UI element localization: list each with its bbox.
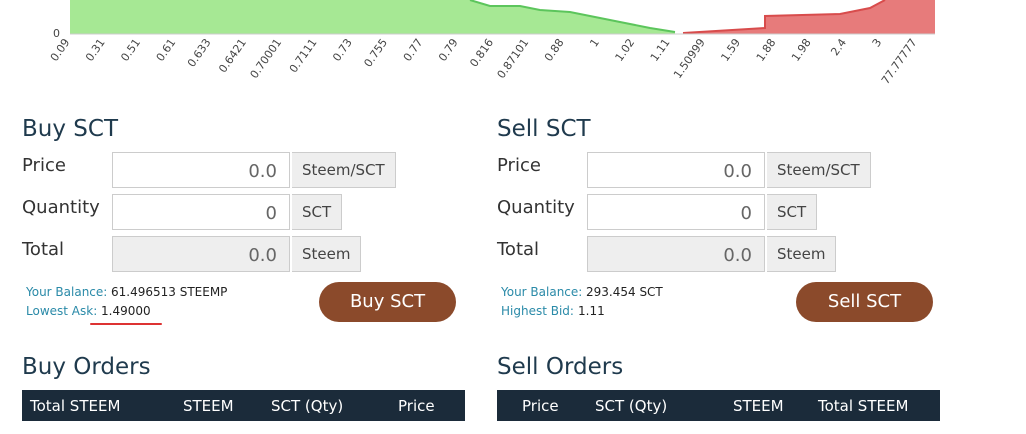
column-header: SCT (Qty) — [595, 397, 668, 415]
field-label: Price — [497, 155, 541, 176]
x-tick-label: 0.73 — [330, 36, 355, 64]
x-tick-label: 1.50999 — [671, 36, 708, 81]
field-label: Quantity — [497, 197, 575, 218]
field-label: Price — [22, 155, 66, 176]
x-tick-label: 1.02 — [613, 36, 638, 64]
form-title: Buy SCT — [22, 116, 118, 142]
input: 0.0 — [587, 236, 765, 272]
x-tick-label: 0.633 — [185, 36, 214, 69]
x-tick-label: 2.4 — [828, 36, 849, 58]
input[interactable]: 0 — [112, 194, 290, 230]
input[interactable]: 0.0 — [112, 152, 290, 188]
x-tick-label: 1.11 — [648, 36, 673, 64]
x-tick-label: 0.79 — [436, 36, 461, 64]
x-tick-label: 0.77 — [401, 36, 426, 64]
submit-button[interactable]: Sell SCT — [796, 282, 933, 322]
x-tick-label: 3 — [870, 36, 885, 49]
x-tick-label: 77.77777 — [879, 36, 920, 86]
x-tick-label: 0.6421 — [216, 36, 249, 75]
column-header: STEEM — [183, 397, 234, 415]
unit-addon: Steem — [292, 236, 362, 272]
ask-underline — [90, 323, 162, 325]
section-title: Sell Orders — [497, 354, 624, 380]
column-header: Total STEEM — [30, 397, 121, 415]
input[interactable]: 0 — [587, 194, 765, 230]
unit-addon: SCT — [767, 194, 818, 230]
balance-value: 293.454 SCT — [586, 285, 663, 299]
column-header: Price — [398, 397, 435, 415]
unit-addon: SCT — [292, 194, 343, 230]
field-label: Total — [497, 239, 540, 260]
input[interactable]: 0.0 — [587, 152, 765, 188]
unit-addon: Steem/SCT — [292, 152, 396, 188]
column-header: SCT (Qty) — [271, 397, 344, 415]
column-header: Price — [522, 397, 559, 415]
x-tick-label: 0.61 — [154, 36, 179, 64]
x-tick-label: 0.7111 — [287, 36, 320, 75]
ask-area — [683, 0, 935, 34]
x-tick-label: 0.816 — [467, 36, 496, 69]
unit-addon: Steem — [767, 236, 837, 272]
balance-label: Your Balance: — [26, 285, 108, 299]
x-tick-label: 0.755 — [361, 36, 390, 69]
balance-value: 61.496513 STEEMP — [111, 285, 228, 299]
x-tick-label: 1.88 — [754, 36, 779, 64]
x-tick-label: 1 — [587, 36, 602, 49]
field-label: Total — [22, 239, 65, 260]
quote-label: Lowest Ask: — [26, 304, 98, 318]
x-tick-label: 0.51 — [118, 36, 143, 64]
quote-value: 1.11 — [578, 304, 605, 318]
balance-label: Your Balance: — [501, 285, 583, 299]
x-tick-label: 0.31 — [83, 36, 108, 64]
x-tick-label: 0.09 — [48, 36, 73, 64]
x-tick-label: 1.59 — [718, 36, 743, 64]
section-title: Buy Orders — [22, 354, 151, 380]
unit-addon: Steem/SCT — [767, 152, 871, 188]
x-tick-label: 1.98 — [789, 36, 814, 64]
form-title: Sell SCT — [497, 116, 591, 142]
y-tick-label: 0 — [53, 27, 60, 40]
column-header: STEEM — [733, 397, 784, 415]
submit-button[interactable]: Buy SCT — [319, 282, 456, 322]
x-tick-label: 0.70001 — [248, 36, 285, 81]
x-tick-label: 0.88 — [542, 36, 567, 64]
quote-value: 1.49000 — [101, 304, 151, 318]
x-tick-label: 0.87101 — [495, 36, 532, 81]
table-header — [497, 390, 940, 421]
bid-area — [70, 0, 675, 34]
field-label: Quantity — [22, 197, 100, 218]
quote-label: Highest Bid: — [501, 304, 574, 318]
bid-line — [469, 0, 676, 33]
ask-line — [682, 0, 886, 34]
column-header: Total STEEM — [818, 397, 909, 415]
table-header — [22, 390, 465, 421]
input: 0.0 — [112, 236, 290, 272]
